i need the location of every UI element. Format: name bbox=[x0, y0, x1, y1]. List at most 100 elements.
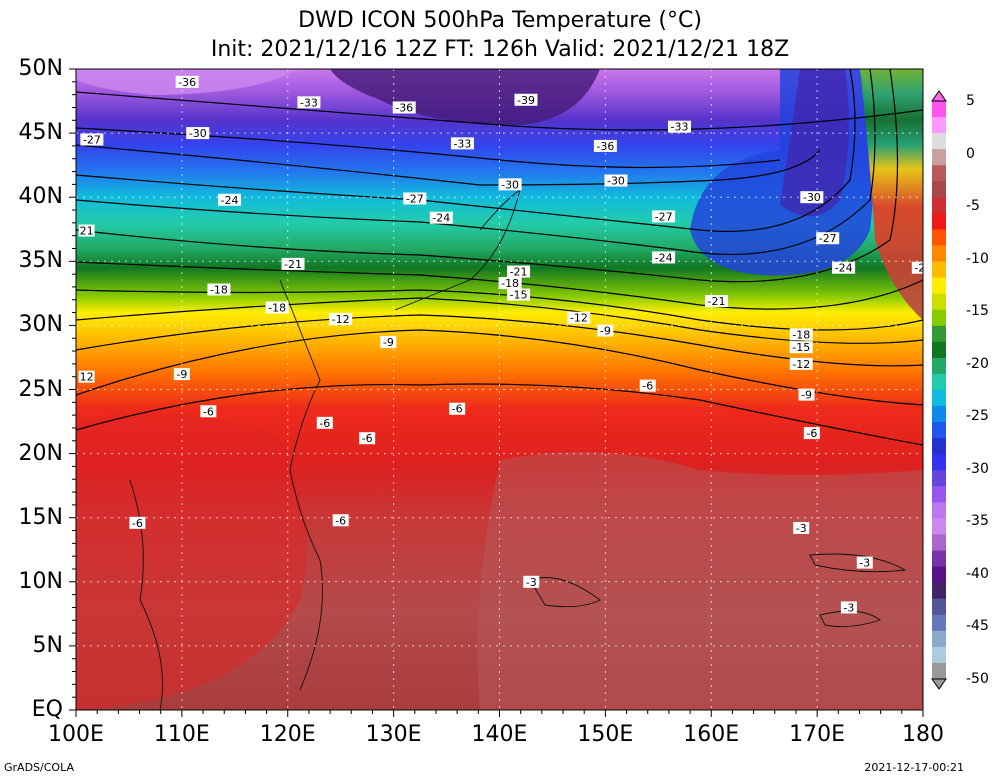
colorbar-swatch bbox=[932, 341, 946, 359]
svg-text:-27: -27 bbox=[83, 134, 101, 147]
lon-tick-label: 170E bbox=[789, 722, 846, 747]
lat-tick-label: 40N bbox=[18, 184, 63, 210]
colorbar-swatch bbox=[932, 309, 946, 327]
contour-label: -6 bbox=[803, 427, 820, 440]
svg-text:-24: -24 bbox=[655, 251, 673, 264]
svg-text:-30: -30 bbox=[501, 178, 519, 191]
contour-label: -36 bbox=[175, 75, 199, 89]
contour-label: -24 bbox=[218, 193, 242, 207]
colorbar-swatch bbox=[932, 550, 946, 568]
contour-label: -18 bbox=[789, 328, 813, 341]
colorbar-swatch bbox=[932, 229, 946, 246]
contour-label: -21 bbox=[507, 265, 531, 279]
svg-text:-24: -24 bbox=[835, 262, 853, 275]
contour-label: 12 bbox=[78, 370, 95, 384]
svg-text:-3: -3 bbox=[859, 557, 870, 570]
contour-label: -36 bbox=[593, 139, 617, 153]
colorbar-swatch bbox=[932, 518, 946, 535]
lon-tick-label: 150E bbox=[577, 722, 634, 747]
svg-text:-9: -9 bbox=[801, 389, 812, 402]
contour-label: -18 bbox=[498, 277, 522, 290]
contour-label: -9 bbox=[380, 336, 397, 349]
contour-label: -12 bbox=[567, 311, 591, 325]
colorbar-swatch bbox=[932, 213, 946, 230]
contour-label: -30 bbox=[604, 174, 628, 188]
colorbar-label: -20 bbox=[966, 355, 989, 372]
colorbar-label: -50 bbox=[966, 671, 989, 687]
colorbar-swatch bbox=[932, 181, 946, 198]
lat-tick-label: 5N bbox=[32, 632, 63, 658]
colorbar-label: -25 bbox=[966, 408, 989, 425]
lat-tick-label: 45N bbox=[18, 120, 63, 146]
colorbar-swatch bbox=[932, 454, 946, 471]
svg-text:-3: -3 bbox=[526, 576, 537, 589]
svg-text:-30: -30 bbox=[803, 191, 821, 204]
contour-label: -27 bbox=[652, 210, 676, 223]
svg-text:-33: -33 bbox=[300, 96, 318, 109]
contour-label: -24 bbox=[652, 251, 676, 264]
svg-text:-6: -6 bbox=[335, 514, 346, 527]
svg-text:-6: -6 bbox=[452, 403, 463, 416]
contour-label: -6 bbox=[316, 416, 333, 430]
svg-text:-6: -6 bbox=[362, 432, 373, 445]
lat-tick-label: 15N bbox=[18, 504, 63, 530]
lon-tick-label: 110E bbox=[153, 722, 210, 747]
colorbar-label: -45 bbox=[966, 618, 989, 635]
lon-tick-label: 160E bbox=[683, 722, 740, 747]
lat-tick-label: 30N bbox=[18, 312, 63, 338]
svg-text:-18: -18 bbox=[210, 284, 228, 297]
contour-label: -30 bbox=[498, 178, 522, 191]
colorbar-swatch bbox=[932, 325, 946, 343]
colorbar-label: -10 bbox=[966, 250, 989, 267]
colorbar bbox=[931, 90, 947, 690]
contour-label: -27 bbox=[80, 133, 104, 147]
colorbar-swatch bbox=[932, 293, 946, 311]
contour-label: -3 bbox=[856, 556, 873, 570]
svg-text:-36: -36 bbox=[395, 101, 413, 114]
contour-label: -9 bbox=[597, 324, 614, 338]
lat-tick-label: 25N bbox=[18, 376, 63, 402]
colorbar-swatch bbox=[932, 630, 946, 648]
svg-text:-36: -36 bbox=[596, 140, 614, 153]
contour-label: -21 bbox=[281, 257, 305, 271]
colorbar-swatch bbox=[932, 566, 946, 584]
contour-label: -18 bbox=[207, 283, 231, 297]
svg-text:-2: -2 bbox=[914, 262, 925, 275]
svg-text:21: 21 bbox=[80, 225, 94, 238]
svg-text:-36: -36 bbox=[178, 76, 196, 89]
lat-tick-label: 35N bbox=[18, 248, 63, 274]
colorbar-swatch bbox=[932, 422, 946, 439]
footer-right: 2021-12-17-00:21 bbox=[864, 761, 964, 774]
contour-label: -2 bbox=[911, 261, 925, 275]
svg-text:-9: -9 bbox=[176, 368, 187, 381]
colorbar-swatch bbox=[932, 582, 946, 600]
contour-label: -18 bbox=[265, 301, 289, 314]
svg-text:-24: -24 bbox=[221, 194, 239, 207]
svg-text:-15: -15 bbox=[510, 289, 528, 302]
svg-text:-33: -33 bbox=[453, 137, 471, 150]
contour-label: 21 bbox=[78, 224, 95, 238]
colorbar-swatch bbox=[932, 197, 946, 214]
contour-label: -6 bbox=[332, 514, 349, 527]
svg-text:-6: -6 bbox=[806, 427, 817, 440]
contour-label: -30 bbox=[186, 127, 210, 140]
colorbar-swatch bbox=[932, 133, 946, 150]
svg-text:-21: -21 bbox=[510, 266, 528, 279]
contour-label: -15 bbox=[507, 288, 531, 302]
contour-label: -30 bbox=[800, 191, 824, 204]
contour-label: -33 bbox=[667, 120, 691, 134]
map-title: DWD ICON 500hPa Temperature (°C) bbox=[298, 8, 702, 33]
svg-text:-12: -12 bbox=[570, 312, 588, 325]
svg-text:-6: -6 bbox=[319, 417, 330, 430]
map-subtitle: Init: 2021/12/16 12Z FT: 126h Valid: 202… bbox=[210, 37, 790, 62]
colorbar-swatch bbox=[932, 438, 946, 455]
colorbar-swatch bbox=[932, 598, 946, 616]
colorbar-swatch bbox=[932, 470, 946, 487]
colorbar-swatch bbox=[932, 390, 946, 407]
colorbar-swatch bbox=[932, 486, 946, 503]
colorbar-label: -30 bbox=[966, 460, 989, 477]
contour-label: -6 bbox=[200, 405, 217, 418]
svg-text:-6: -6 bbox=[203, 405, 214, 418]
contour-label: -39 bbox=[514, 93, 538, 107]
contour-label: -21 bbox=[705, 295, 729, 308]
